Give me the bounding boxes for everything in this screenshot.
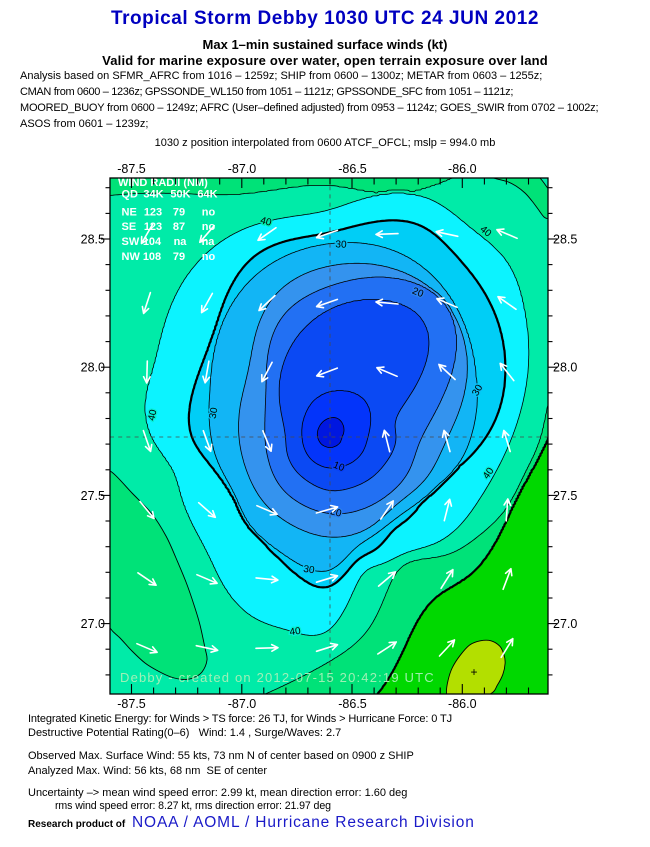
svg-text:123: 123 [144, 206, 162, 218]
svg-text:104: 104 [143, 236, 162, 248]
svg-text:40: 40 [146, 408, 159, 422]
svg-text:-86.0: -86.0 [448, 162, 477, 176]
svg-text:SW: SW [122, 236, 140, 248]
svg-text:na: na [174, 236, 188, 248]
svg-text:30: 30 [335, 239, 347, 251]
svg-text:27.0: 27.0 [81, 617, 105, 631]
svg-text:30: 30 [208, 406, 221, 419]
svg-text:79: 79 [173, 206, 185, 218]
svg-text:34K: 34K [143, 189, 163, 201]
svg-text:27.5: 27.5 [553, 489, 577, 503]
svg-text:28.0: 28.0 [81, 361, 105, 375]
svg-text:-87.0: -87.0 [228, 162, 257, 176]
svg-text:64K: 64K [197, 189, 217, 201]
svg-text:no: no [202, 221, 216, 233]
svg-text:87: 87 [173, 221, 185, 233]
svg-text:28.0: 28.0 [553, 361, 577, 375]
svg-text:-87.0: -87.0 [228, 697, 257, 711]
svg-text:WIND RADII (NM): WIND RADII (NM) [118, 177, 208, 189]
svg-text:no: no [202, 251, 216, 263]
svg-text:79: 79 [173, 251, 185, 263]
svg-text:+: + [470, 665, 477, 679]
svg-text:40: 40 [289, 626, 302, 639]
svg-text:28.5: 28.5 [81, 233, 105, 247]
svg-text:SE: SE [122, 221, 137, 233]
svg-text:27.5: 27.5 [81, 489, 105, 503]
svg-text:123: 123 [144, 221, 162, 233]
svg-text:-87.5: -87.5 [117, 162, 146, 176]
svg-text:27.0: 27.0 [553, 617, 577, 631]
svg-text:40: 40 [259, 215, 273, 229]
svg-text:30: 30 [303, 564, 316, 577]
svg-text:50K: 50K [170, 189, 190, 201]
svg-text:na: na [202, 236, 216, 248]
svg-text:Debby - created on 2012-07-1: Debby - created on 2012-07-15 20:42:19 U… [120, 670, 435, 685]
svg-text:NE: NE [122, 206, 137, 218]
svg-text:NW: NW [122, 251, 141, 263]
svg-text:QD: QD [122, 189, 139, 201]
svg-text:-86.5: -86.5 [338, 697, 367, 711]
svg-text:-87.5: -87.5 [117, 697, 146, 711]
svg-text:108: 108 [143, 251, 161, 263]
svg-text:-86.0: -86.0 [448, 697, 477, 711]
svg-text:no: no [202, 206, 216, 218]
svg-text:-86.5: -86.5 [338, 162, 367, 176]
svg-text:28.5: 28.5 [553, 233, 577, 247]
